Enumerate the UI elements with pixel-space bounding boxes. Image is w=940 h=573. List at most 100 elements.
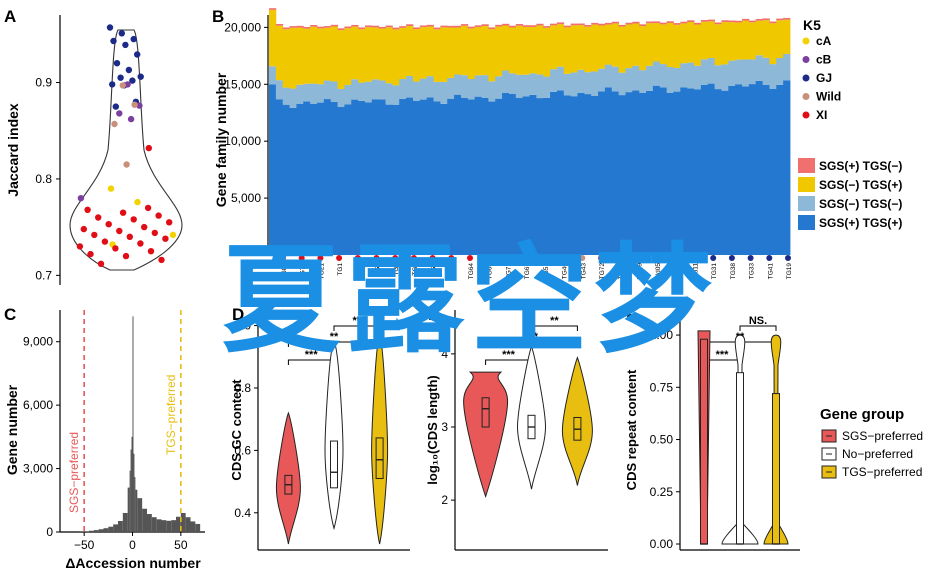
panel-c-threshold-lines: SGS−preferred TGS−preferred [67,310,182,532]
panel-b-bar-sgs_minus_tgs_minus [762,57,770,85]
bar-legend-label: SGS(+) TGS(−) [819,159,902,173]
panel-c-bar [113,524,118,532]
panel-b-bar-sgs_minus_tgs_minus [481,75,489,98]
panel-b-bar-sgs_plus_tgs_minus [762,18,770,21]
panel-a-point-XI [141,223,148,231]
panel-b-bar-sgs_plus_tgs_plus [378,99,386,255]
panel-a-point-XI [166,219,173,226]
panel-b-bar-sgs_plus_tgs_minus [502,23,510,26]
significance-label: *** [716,349,730,361]
panel-b-bar-sgs_minus_tgs_minus [646,65,654,91]
panel-b-bar-sgs_minus_tgs_minus [680,63,688,88]
panel-b-bar-sgs_minus_tgs_plus [303,28,311,84]
panel-b-bar-sgs_minus_tgs_plus [481,25,489,76]
panel-b-bar-sgs_minus_tgs_minus [406,75,414,98]
panel-b-bar-sgs_minus_tgs_minus [508,73,517,94]
panel-b-bar-sgs_minus_tgs_minus [364,81,373,103]
panel-b-bar-sgs_minus_tgs_minus [344,84,352,105]
panel-b-x-dot [373,255,380,261]
panel-a-point-GJ [137,73,144,80]
panel-c-bar [127,487,130,532]
panel-b-bar-sgs_plus_tgs_plus [371,99,380,256]
panel-b-bar-sgs_plus_tgs_minus [735,20,743,23]
panel-b-x-tick-label: TG29 [636,263,643,280]
panel-b-bar-sgs_minus_tgs_minus [563,73,572,96]
box-tgs [375,437,384,479]
panel-b-bar-sgs_plus_tgs_minus [467,26,476,29]
panel-b-bar-sgs_minus_tgs_minus [707,58,715,84]
panel-b-bar-sgs_minus_tgs_plus [358,29,366,83]
panel-b-x-ticks: TG82 TG75 TG21 TG1 TG3 TG7 TG2 TG5 TG1 TG84 TG64 TG… [280,255,793,282]
panel-c-histogram [79,316,201,532]
panel-c-bar [129,470,131,532]
panel-b-bar-sgs_plus_tgs_plus [447,98,455,255]
panel-b-x-tick-label: TG33 [749,263,756,280]
panel-b-bar-sgs_plus_tgs_minus [495,24,503,27]
panel-b-bar-sgs_minus_tgs_minus [652,61,661,86]
panel-b-x-tick-label: TG75 [300,263,307,280]
panel-c-bar [130,449,132,532]
panel-b-bar-sgs_minus_tgs_plus [632,23,640,66]
box-sgs [481,397,490,428]
k5-legend-dot [802,37,810,45]
panel-b-x-tick-label: TG51 [543,263,550,280]
panel-b-bar-sgs_plus_tgs_minus [570,23,578,26]
panel-f: F CDS repeat content 0.00 0.25 0.50 0.75 1.00 *… [624,305,800,551]
panel-b-bar-sgs_plus_tgs_minus [728,20,736,23]
panel-b-bar-sgs_minus_tgs_plus [570,25,578,73]
panel-a-point-cA [134,198,141,206]
panel-b-bar-sgs_plus_tgs_plus [296,103,304,255]
panel-b-bar-sgs_plus_tgs_plus [303,101,311,255]
panel-b-bar-sgs_minus_tgs_minus [316,84,325,103]
panel-b-bar-sgs_minus_tgs_minus [371,79,380,100]
panel-b-bar-sgs_minus_tgs_plus [776,20,784,59]
significance-label: *** [525,331,539,343]
panel-a-point-XI [122,252,130,260]
panel-a-point-XI [112,245,119,252]
panel-b-bar-sgs_plus_tgs_minus [337,28,345,31]
k5-legend-dot [802,111,810,119]
y-tick-label: 0.50 [650,433,674,447]
panel-b-bar-sgs_plus_tgs_plus [426,97,434,255]
panel-a-point-GJ [129,77,136,84]
panel-b-bar-sgs_plus_tgs_minus [598,23,606,26]
panel-b-bar-sgs_plus_tgs_minus [742,18,750,21]
panel-a-point-XI [145,144,152,152]
panel-b-bar-sgs_plus_tgs_minus [680,21,688,24]
panel-b-x-dot [448,255,455,261]
panel-b-bar-sgs_plus_tgs_minus [646,21,654,24]
panel-b-bar-sgs_minus_tgs_plus [337,30,345,89]
panel-b-x-dot [728,255,735,261]
panel-b-bar-sgs_minus_tgs_plus [618,26,626,73]
panel-b-bar-sgs_minus_tgs_plus [467,28,476,80]
panel-b-bar-sgs_minus_tgs_minus [755,55,763,81]
y-tick-label: 0.8 [234,381,251,395]
panel-a-point-cB [136,102,143,109]
panel-b-bar-sgs_plus_tgs_plus [652,85,661,256]
panel-a-point-GJ [118,30,126,37]
panel-b-bar-sgs_plus_tgs_minus [289,26,297,28]
panel-b-bar-sgs_plus_tgs_minus [412,27,421,30]
panel-b-bar-sgs_minus_tgs_minus [687,62,695,89]
panel-b-bar-sgs_plus_tgs_minus [529,25,537,27]
panel-b-bar-sgs_plus_tgs_plus [406,97,414,255]
panel-b-bar-sgs_plus_tgs_plus [604,87,613,255]
panel-b-bar-sgs_plus_tgs_plus [769,88,777,255]
panel-b-bar-sgs_plus_tgs_minus [577,23,585,26]
panel-b-bar-sgs_minus_tgs_plus [399,27,407,79]
panel-a-point-Wild [111,120,118,128]
panel-c-bar [137,498,143,532]
panel-b-x-tick-label: TG1 [431,263,438,276]
panel-c-bar [118,521,123,532]
panel-f-y-label: CDS repeat content [624,369,639,490]
panel-b-bar-sgs_minus_tgs_plus [742,20,750,60]
panel-a-point-XI [87,250,94,258]
box-no [330,440,338,489]
bar-legend-label: SGS(−) TGS(−) [819,197,902,211]
panel-b-bar-sgs_plus_tgs_minus [755,18,763,21]
panel-b-bar-sgs_plus_tgs_plus [762,84,770,255]
panel-b-bar-sgs_plus_tgs_plus [666,92,674,255]
panel-b-bar-sgs_minus_tgs_plus [591,24,599,72]
panel-b-x-dot [635,255,642,261]
panel-b-bar-sgs_plus_tgs_minus [618,24,626,27]
